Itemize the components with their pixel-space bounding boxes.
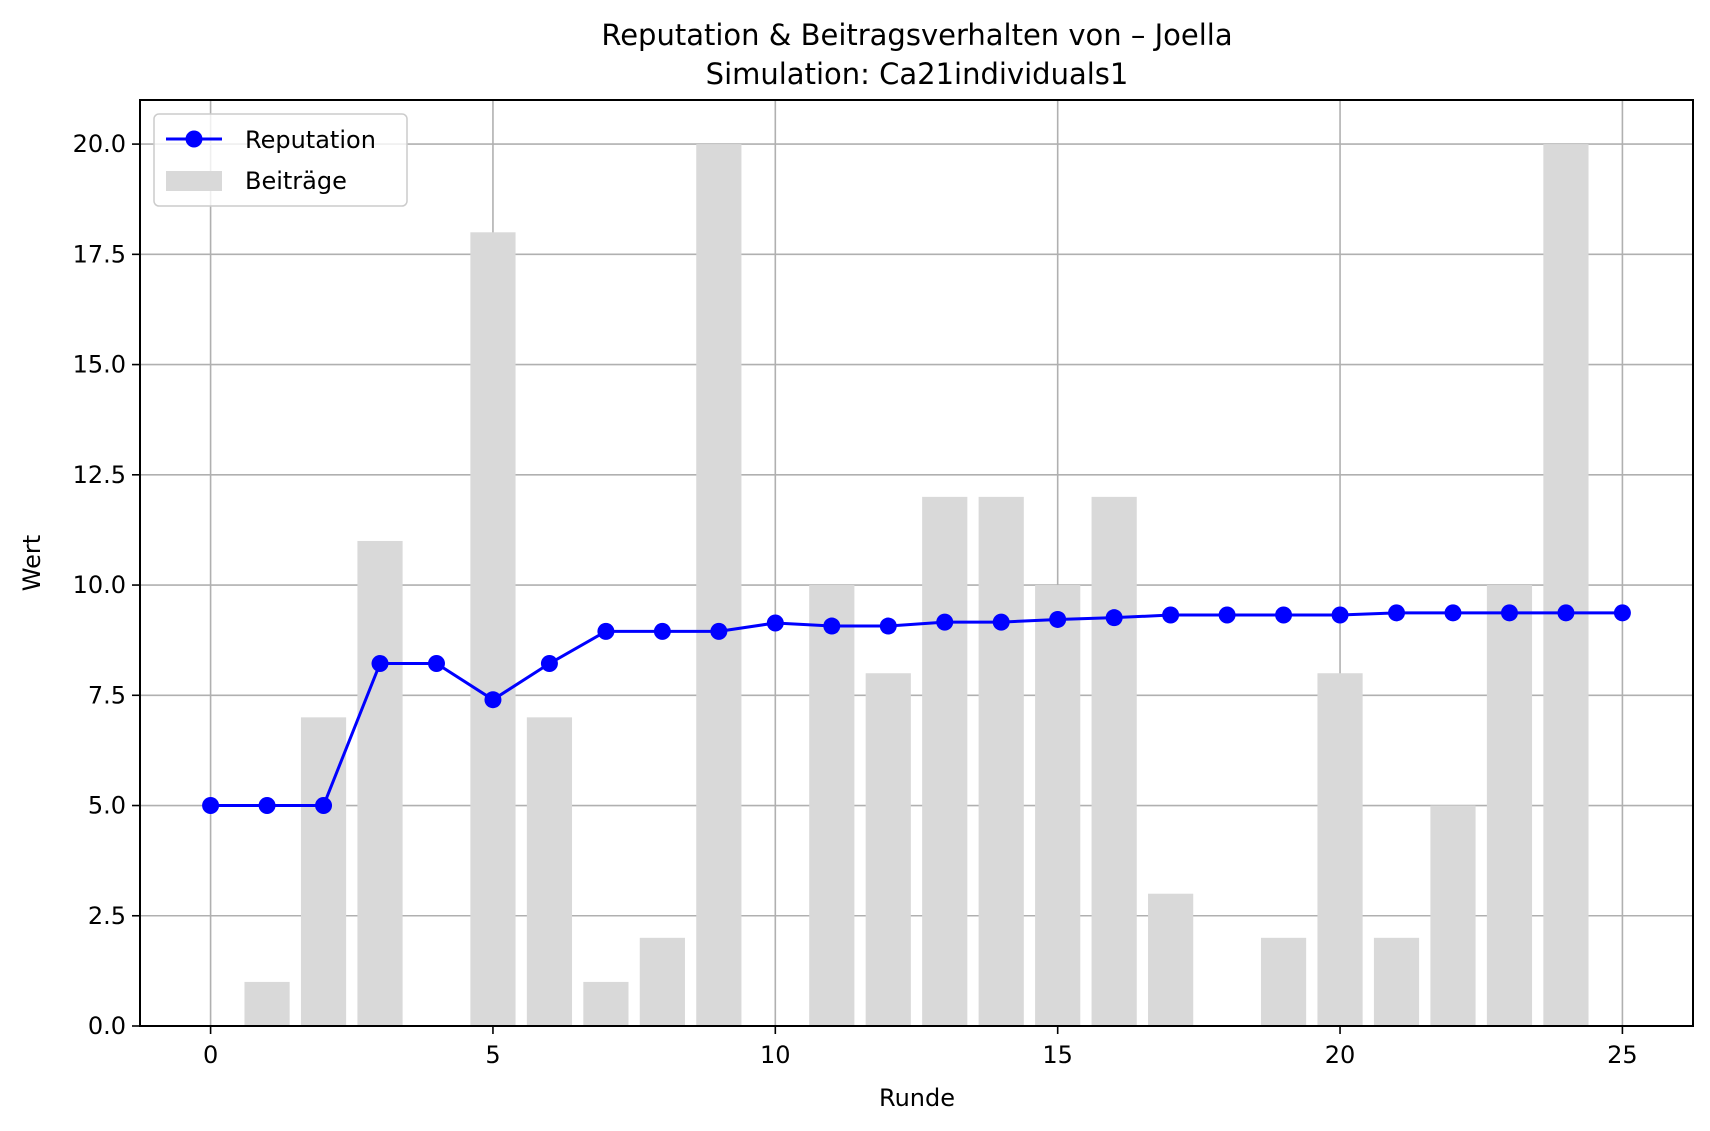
reputation-point-19 — [1275, 606, 1293, 624]
y-tick-label-7: 17.5 — [73, 240, 126, 268]
bar-beitraege-15 — [1035, 585, 1081, 1026]
x-tick-label-5: 25 — [1607, 1041, 1638, 1069]
y-tick-label-4: 10.0 — [73, 571, 126, 599]
plot-area-frame — [139, 99, 1694, 1027]
bar-beitraege-17 — [1148, 893, 1194, 1026]
legend: Reputation Beiträge — [153, 113, 408, 207]
bar-beitraege-11 — [809, 585, 855, 1026]
reputation-point-0 — [202, 797, 220, 815]
x-axis-ticks: 0 5 10 15 20 25 — [203, 1026, 1638, 1069]
bar-beitraege-14 — [978, 496, 1024, 1026]
reputation-point-24 — [1557, 604, 1575, 622]
x-tick-label-4: 20 — [1325, 1041, 1356, 1069]
bar-beitraege-5 — [470, 232, 516, 1027]
reputation-point-5 — [484, 691, 502, 709]
y-axis-ticks: 0.0 2.5 5.0 7.5 10.0 12.5 15.0 17.5 20.0 — [73, 130, 140, 1040]
bar-beitraege-13 — [922, 496, 968, 1026]
x-tick-label-2: 10 — [760, 1041, 791, 1069]
reputation-point-6 — [540, 655, 558, 673]
y-tick-label-8: 20.0 — [73, 130, 126, 158]
reputation-point-14 — [992, 613, 1010, 631]
reputation-point-20 — [1331, 606, 1349, 624]
reputation-point-18 — [1218, 606, 1236, 624]
bar-beitraege-3 — [357, 540, 403, 1026]
bar-beitraege-12 — [865, 673, 911, 1026]
y-tick-label-1: 2.5 — [88, 902, 126, 930]
x-tick-label-0: 0 — [203, 1041, 218, 1069]
y-tick-label-2: 5.0 — [88, 792, 126, 820]
reputation-point-17 — [1162, 606, 1180, 624]
reputation-point-13 — [936, 613, 954, 631]
bar-beitraege-16 — [1091, 496, 1137, 1026]
chart-title: Reputation & Beitragsverhalten von – Joe… — [601, 18, 1232, 52]
x-axis-label: Runde — [879, 1084, 955, 1112]
reputation-line-path — [210, 611, 1623, 808]
x-tick-label-3: 15 — [1042, 1041, 1073, 1069]
bar-beitraege-7 — [583, 981, 629, 1026]
chart-subtitle: Simulation: Ca21individuals1 — [706, 57, 1129, 91]
reputation-point-23 — [1500, 604, 1518, 622]
bar-series-beitraege — [244, 144, 1589, 1027]
reputation-point-11 — [823, 617, 841, 635]
bar-beitraege-20 — [1317, 673, 1363, 1026]
y-tick-label-0: 0.0 — [88, 1012, 126, 1040]
reputation-point-3 — [371, 655, 389, 673]
bar-beitraege-23 — [1486, 585, 1533, 1026]
reputation-point-21 — [1388, 604, 1406, 622]
legend-reputation-label: Reputation — [245, 126, 376, 154]
reputation-point-4 — [427, 655, 445, 673]
bar-beitraege-24 — [1543, 144, 1589, 1027]
reputation-point-10 — [766, 614, 784, 632]
y-tick-label-5: 12.5 — [73, 461, 126, 489]
legend-beitraege-swatch — [166, 171, 222, 191]
bar-beitraege-1 — [244, 981, 290, 1026]
bar-beitraege-9 — [696, 144, 742, 1027]
bar-beitraege-6 — [526, 717, 573, 1026]
reputation-point-9 — [710, 622, 728, 640]
reputation-point-12 — [879, 617, 897, 635]
reputation-point-25 — [1613, 604, 1631, 622]
reputation-point-15 — [1049, 610, 1067, 628]
reputation-point-8 — [653, 622, 671, 640]
legend-reputation-marker — [185, 130, 203, 148]
y-tick-label-3: 7.5 — [88, 681, 126, 709]
bar-beitraege-19 — [1260, 937, 1307, 1026]
y-axis-label: Wert — [18, 535, 46, 591]
x-tick-label-1: 5 — [485, 1041, 500, 1069]
bar-beitraege-21 — [1373, 937, 1420, 1026]
legend-beitraege-label: Beiträge — [245, 167, 347, 195]
reputation-point-7 — [597, 622, 615, 640]
line-series-reputation — [202, 604, 1631, 815]
reputation-point-16 — [1105, 609, 1123, 627]
bar-beitraege-8 — [639, 937, 685, 1026]
y-tick-label-6: 15.0 — [73, 351, 126, 379]
reputation-point-2 — [315, 797, 333, 815]
bar-beitraege-22 — [1430, 805, 1476, 1026]
reputation-point-22 — [1444, 604, 1462, 622]
reputation-point-1 — [258, 797, 276, 815]
